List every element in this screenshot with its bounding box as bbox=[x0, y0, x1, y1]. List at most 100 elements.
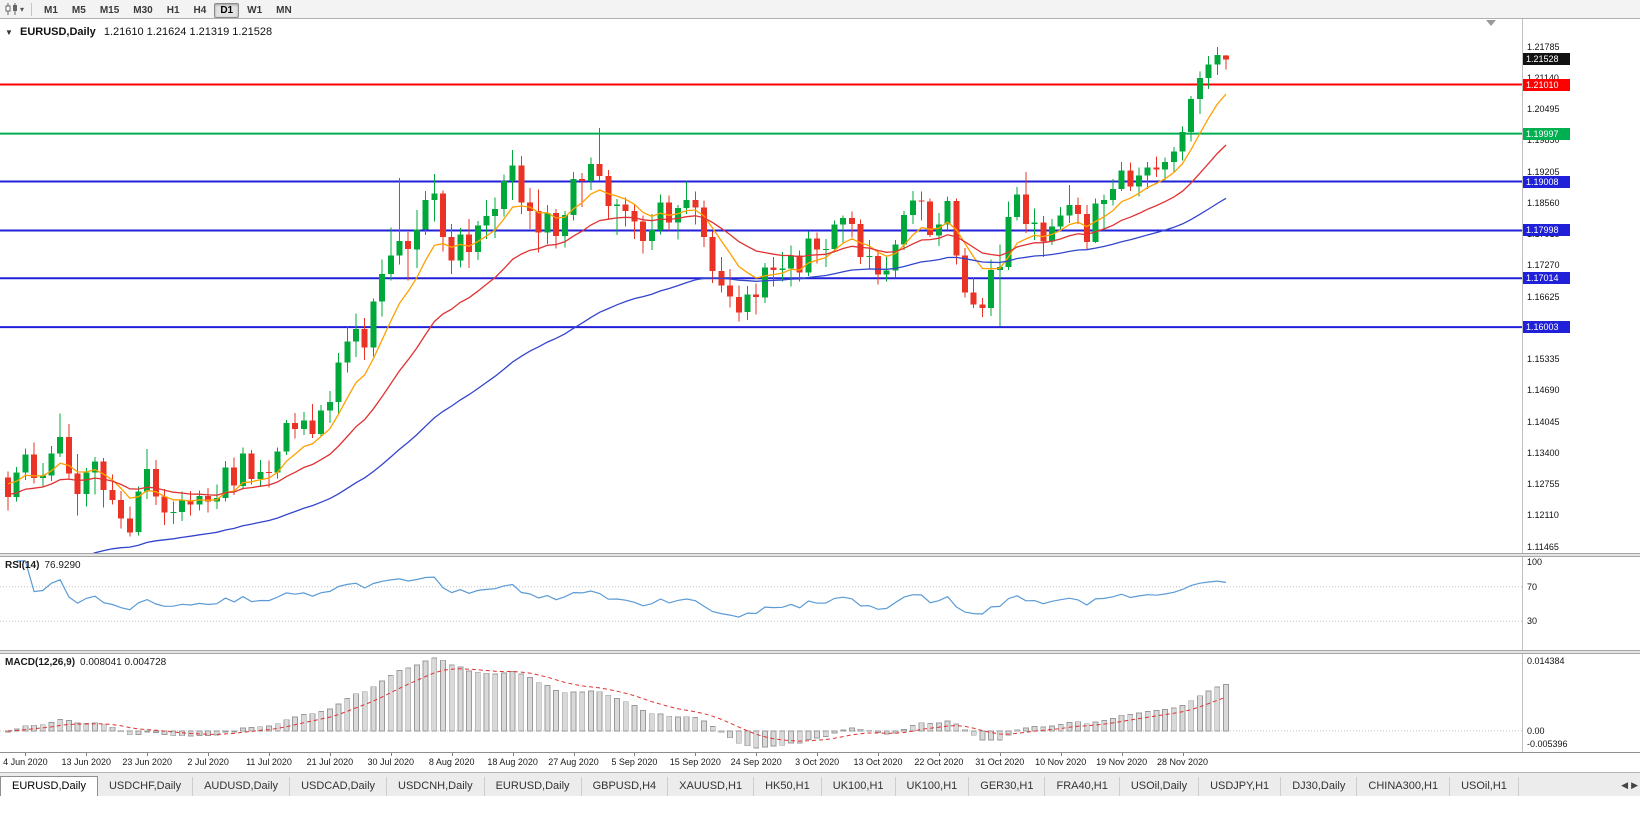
time-axis-label: 13 Oct 2020 bbox=[853, 757, 903, 767]
price-badge-1.16003: 1.16003 bbox=[1523, 321, 1570, 334]
macd-name: MACD(12,26,9) bbox=[5, 657, 76, 668]
time-axis-label: 18 Aug 2020 bbox=[487, 757, 538, 767]
macd-histogram-layer bbox=[5, 657, 1229, 749]
moving-average-line-8[interactable] bbox=[7, 93, 1227, 502]
timeframe-button-h1[interactable]: H1 bbox=[166, 5, 180, 16]
time-axis[interactable]: 4 Jun 2020 13 Jun 2020 23 Jun 2020 2 Jul 20… bbox=[0, 752, 1640, 772]
price-axis-tick: 1.15335 bbox=[1527, 354, 1560, 364]
chart-tab-usdchf-daily-1[interactable]: USDCHF,Daily bbox=[97, 777, 194, 796]
chart-tab-china300-h1-16[interactable]: CHINA300,H1 bbox=[1357, 777, 1451, 796]
rsi-panel: 100 70 30 RSI(14) 76.9290 bbox=[0, 557, 1640, 650]
tab-scroll-right-icon[interactable]: ▶ bbox=[1631, 780, 1638, 790]
toolbar: ▾ M1 M5 M15 M30 H1 H4 D1 W1 MN bbox=[0, 0, 1640, 19]
macd-values: 0.008041 0.004728 bbox=[80, 657, 167, 668]
chart-title: ▼ EURUSD,Daily 1.21610 1.21624 1.21319 1… bbox=[5, 26, 272, 38]
timeframe-button-mn[interactable]: MN bbox=[276, 5, 292, 16]
macd-axis-separator bbox=[1522, 654, 1523, 752]
price-axis-tick: 1.13400 bbox=[1527, 447, 1560, 458]
price-axis-tick: 1.19850 bbox=[1527, 135, 1560, 146]
chart-tab-uk100-h1-9[interactable]: UK100,H1 bbox=[821, 777, 896, 796]
chart-tab-xauusd-h1-7[interactable]: XAUUSD,H1 bbox=[668, 777, 755, 796]
horizontal-lines-layer[interactable] bbox=[0, 83, 1522, 329]
timeframe-buttons: M1 M5 M15 M30 H1 H4 D1 W1 MN bbox=[37, 0, 299, 18]
time-axis-label: 19 Nov 2020 bbox=[1096, 757, 1148, 767]
price-badge-current: 1.21528 bbox=[1523, 53, 1570, 66]
time-axis-label: 2 Jul 2020 bbox=[187, 757, 229, 767]
time-axis-tick bbox=[1182, 753, 1184, 756]
macd-chart-canvas[interactable] bbox=[0, 654, 1522, 752]
time-axis-label: 31 Oct 2020 bbox=[975, 757, 1025, 767]
chart-tab-usdcad-daily-3[interactable]: USDCAD,Daily bbox=[290, 777, 388, 796]
rsi-label: RSI(14) 76.9290 bbox=[5, 560, 81, 571]
candlestick-chart-type-icon[interactable] bbox=[4, 3, 20, 16]
chart-tab-eurusd-daily-5[interactable]: EURUSD,Daily bbox=[484, 777, 582, 796]
chart-tab-ger30-h1-11[interactable]: GER30,H1 bbox=[969, 777, 1046, 796]
chart-tab-uk100-h1-10[interactable]: UK100,H1 bbox=[895, 777, 970, 796]
time-axis-tick bbox=[147, 753, 149, 756]
chart-tab-usoil-daily-13[interactable]: USOil,Daily bbox=[1119, 777, 1200, 796]
macd-axis-tick-zero: 0.00 bbox=[1527, 725, 1545, 736]
time-axis-tick bbox=[1121, 753, 1123, 756]
chart-tab-audusd-daily-2[interactable]: AUDUSD,Daily bbox=[193, 777, 291, 796]
time-axis-label: 15 Sep 2020 bbox=[669, 757, 721, 767]
chart-tab-fra40-h1-12[interactable]: FRA40,H1 bbox=[1045, 777, 1120, 796]
time-axis-label: 3 Oct 2020 bbox=[795, 757, 840, 767]
time-axis-tick bbox=[269, 753, 270, 756]
price-axis-tick: 1.14045 bbox=[1527, 416, 1560, 427]
price-axis-tick: 1.12110 bbox=[1527, 510, 1559, 521]
time-axis-tick bbox=[390, 753, 392, 756]
time-axis-tick bbox=[451, 753, 453, 756]
chart-tab-usdcnh-daily-4[interactable]: USDCNH,Daily bbox=[387, 777, 485, 796]
time-axis-tick bbox=[25, 753, 27, 756]
moving-average-line-21[interactable] bbox=[7, 144, 1227, 496]
panel-splitter[interactable] bbox=[0, 553, 1640, 557]
moving-average-line-55[interactable] bbox=[8, 197, 1227, 553]
macd-signal-line bbox=[7, 668, 1227, 742]
toolbar-separator bbox=[31, 2, 33, 16]
time-axis-tick bbox=[512, 753, 514, 756]
time-axis-tick bbox=[695, 753, 697, 756]
chart-tab-hk50-h1-8[interactable]: HK50,H1 bbox=[754, 777, 822, 796]
panel-splitter[interactable] bbox=[0, 650, 1640, 654]
time-axis-label: 10 Nov 2020 bbox=[1035, 757, 1087, 767]
time-axis-tick bbox=[634, 753, 636, 756]
chart-symbol-period: EURUSD,Daily bbox=[19, 26, 96, 38]
time-axis-label: 13 Jun 2020 bbox=[61, 757, 112, 767]
timeframe-button-w1[interactable]: W1 bbox=[247, 5, 263, 16]
rsi-line bbox=[16, 560, 1227, 618]
chart-tab-eurusd-daily-0[interactable]: EURUSD,Daily bbox=[0, 776, 98, 796]
time-axis-tick bbox=[208, 753, 210, 756]
rsi-name: RSI(14) bbox=[5, 560, 40, 571]
price-chart-canvas[interactable] bbox=[0, 19, 1522, 553]
macd-axis-tick-bottom: -0.005396 bbox=[1527, 739, 1568, 749]
timeframe-button-d1[interactable]: D1 bbox=[214, 3, 240, 18]
time-axis-label: 5 Sep 2020 bbox=[611, 757, 658, 767]
chart-tab-gbpusd-h4-6[interactable]: GBPUSD,H4 bbox=[581, 777, 669, 796]
tab-scroll-buttons: ◀ ▶ bbox=[1617, 778, 1638, 792]
chart-tab-usdjpy-h1-14[interactable]: USDJPY,H1 bbox=[1199, 777, 1282, 796]
rsi-axis-separator bbox=[1522, 557, 1523, 650]
price-badge-1.19997: 1.19997 bbox=[1523, 127, 1570, 140]
time-axis-label: 11 Jul 2020 bbox=[246, 757, 292, 767]
timeframe-button-m1[interactable]: M1 bbox=[44, 5, 58, 16]
timeframe-button-h4[interactable]: H4 bbox=[193, 5, 207, 16]
price-axis-tick: 1.11465 bbox=[1527, 541, 1559, 552]
price-axis-tick: 1.17270 bbox=[1527, 260, 1560, 271]
timeframe-button-m5[interactable]: M5 bbox=[71, 5, 86, 16]
chart-tab-usoil-h1-17[interactable]: USOil,H1 bbox=[1450, 777, 1519, 796]
time-axis-label: 22 Oct 2020 bbox=[914, 757, 964, 767]
chart-tab-dj30-daily-15[interactable]: DJ30,Daily bbox=[1281, 777, 1358, 796]
timeframe-button-m15[interactable]: M15 bbox=[99, 5, 120, 16]
chart-type-dropdown-icon[interactable]: ▾ bbox=[20, 4, 25, 14]
rsi-chart-canvas[interactable] bbox=[0, 557, 1522, 650]
collapse-arrow-icon[interactable]: ▼ bbox=[5, 28, 13, 37]
time-axis-label: 23 Jun 2020 bbox=[122, 757, 172, 767]
price-axis-tick: 1.16625 bbox=[1527, 291, 1560, 302]
time-axis-label: 21 Jul 2020 bbox=[306, 757, 354, 767]
chart-shift-marker-icon[interactable] bbox=[1486, 20, 1496, 26]
macd-label: MACD(12,26,9) 0.008041 0.004728 bbox=[5, 657, 166, 668]
timeframe-button-m30[interactable]: M30 bbox=[133, 5, 153, 16]
time-axis-tick bbox=[878, 753, 879, 756]
tab-scroll-left-icon[interactable]: ◀ bbox=[1621, 780, 1629, 790]
price-axis-tick: 1.14690 bbox=[1527, 385, 1560, 396]
